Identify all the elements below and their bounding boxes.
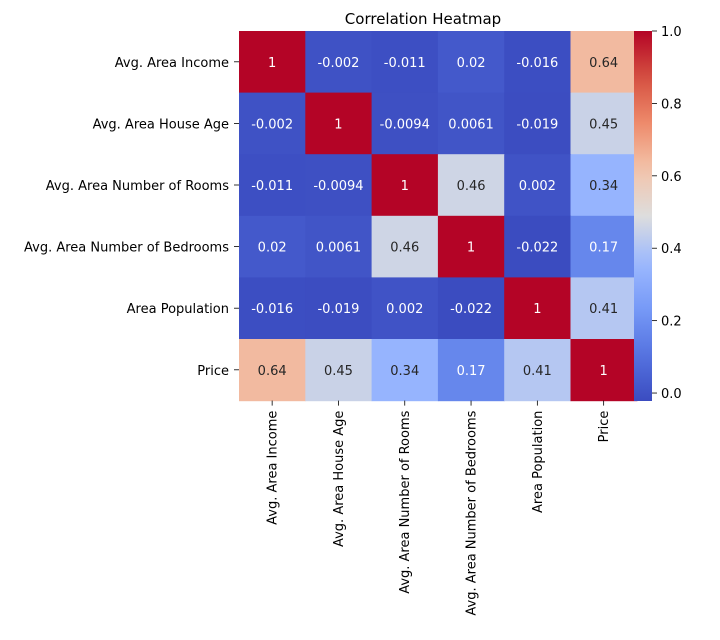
heatmap-cell [239, 215, 306, 278]
colorbar-tick-label: 0.8 [661, 97, 682, 112]
heatmap-cell-labels: 1 -0.002 -0.011 0.02 -0.016 0.64 -0.002 1 -0.009… [251, 56, 618, 379]
heatmap-cells [239, 31, 638, 402]
colorbar-tick-label: 1.0 [661, 25, 682, 40]
cell-value-label: 0.41 [523, 364, 552, 379]
cell-value-label: 0.002 [519, 179, 556, 194]
heatmap-cell [371, 154, 439, 217]
cell-value-label: -0.011 [384, 56, 426, 71]
cell-value-label: -0.019 [317, 302, 359, 317]
heatmap-cell [305, 154, 373, 217]
cell-value-label: 0.02 [457, 56, 486, 71]
heatmap-cell [504, 154, 572, 217]
cell-value-label: 0.45 [324, 364, 353, 379]
colorbar-tick-label: 0.2 [661, 315, 682, 330]
column-tick-label: Avg. Area Number of Rooms [398, 410, 413, 593]
chart-title: Correlation Heatmap [345, 10, 501, 28]
column-tick-label: Avg. Area Income [266, 411, 281, 525]
row-tick-label: Avg. Area Number of Bedrooms [24, 241, 229, 256]
row-tick-label: Avg. Area Income [115, 56, 229, 71]
heatmap-cell [371, 215, 439, 278]
cell-value-label: 1 [401, 179, 409, 194]
colorbar-gradient [634, 31, 652, 401]
heatmap-cell [437, 277, 505, 340]
row-tick-label: Area Population [127, 302, 229, 317]
heatmap-cell [371, 92, 439, 155]
cell-value-label: 0.17 [457, 364, 486, 379]
heatmap-cell [371, 31, 439, 94]
heatmap-cell [437, 339, 505, 402]
colorbar-tick-label: 0.6 [661, 170, 682, 185]
heatmap-cell [437, 92, 505, 155]
cell-value-label: -0.016 [516, 56, 558, 71]
column-tick-label: Avg. Area Number of Bedrooms [465, 410, 480, 615]
cell-value-label: 1 [334, 117, 342, 132]
colorbar-tick-label: 0.4 [661, 242, 682, 257]
heatmap-cell [504, 339, 572, 402]
heatmap-cell [239, 154, 306, 217]
cell-value-label: 0.46 [457, 179, 486, 194]
row-tick-label: Avg. Area House Age [93, 117, 229, 132]
heatmap-cell [504, 277, 572, 340]
heatmap-cell [570, 277, 638, 340]
heatmap-cell [305, 339, 373, 402]
heatmap-cell [504, 31, 572, 94]
cell-value-label: 1 [467, 241, 475, 256]
column-tick-label: Area Population [531, 411, 546, 513]
cell-value-label: 0.41 [589, 302, 618, 317]
cell-value-label: 0.34 [589, 179, 618, 194]
heatmap-cell [305, 92, 373, 155]
cell-value-label: 0.0061 [448, 117, 494, 132]
heatmap-cell [570, 31, 638, 94]
heatmap-cell [437, 154, 505, 217]
colorbar: 0.0 0.2 0.4 0.6 0.8 1.0 [634, 25, 682, 402]
cell-value-label: 0.34 [390, 364, 419, 379]
heatmap-cell [437, 31, 505, 94]
column-tick-labels: Avg. Area Income Avg. Area House Age Avg. … [266, 400, 612, 616]
heatmap-cell [570, 215, 638, 278]
row-tick-label: Price [197, 364, 229, 379]
heatmap-cell [504, 215, 572, 278]
cell-value-label: 0.0061 [316, 241, 362, 256]
heatmap-cell [371, 339, 439, 402]
cell-value-label: 0.64 [589, 56, 618, 71]
cell-value-label: -0.011 [251, 179, 293, 194]
cell-value-label: 0.17 [589, 241, 618, 256]
heatmap-cell [504, 92, 572, 155]
cell-value-label: 1 [533, 302, 541, 317]
column-tick-label: Avg. Area House Age [332, 411, 347, 547]
heatmap-cell [239, 31, 306, 94]
row-tick-labels: Avg. Area Income Avg. Area House Age Avg. … [24, 56, 239, 379]
heatmap-cell [239, 277, 306, 340]
cell-value-label: -0.016 [251, 302, 293, 317]
heatmap-cell [305, 277, 373, 340]
cell-value-label: -0.0094 [313, 179, 363, 194]
row-tick-label: Avg. Area Number of Rooms [46, 179, 229, 194]
cell-value-label: -0.0094 [380, 117, 430, 132]
cell-value-label: 0.45 [589, 117, 618, 132]
cell-value-label: 1 [268, 56, 276, 71]
column-tick-label: Price [597, 411, 612, 443]
heatmap-cell [570, 92, 638, 155]
cell-value-label: 0.64 [258, 364, 287, 379]
cell-value-label: -0.022 [516, 241, 558, 256]
heatmap-cell [239, 92, 306, 155]
cell-value-label: -0.002 [251, 117, 293, 132]
heatmap-cell [570, 339, 638, 402]
heatmap-cell [570, 154, 638, 217]
cell-value-label: 0.46 [390, 241, 419, 256]
heatmap-cell [239, 339, 306, 402]
heatmap-cell [371, 277, 439, 340]
heatmap-cell [437, 215, 505, 278]
heatmap-cell [305, 215, 373, 278]
cell-value-label: -0.022 [450, 302, 492, 317]
colorbar-tick-label: 0.0 [661, 387, 682, 402]
cell-value-label: -0.002 [317, 56, 359, 71]
cell-value-label: 0.02 [258, 241, 287, 256]
cell-value-label: -0.019 [516, 117, 558, 132]
heatmap-cell [305, 31, 373, 94]
cell-value-label: 0.002 [386, 302, 423, 317]
cell-value-label: 1 [600, 364, 608, 379]
